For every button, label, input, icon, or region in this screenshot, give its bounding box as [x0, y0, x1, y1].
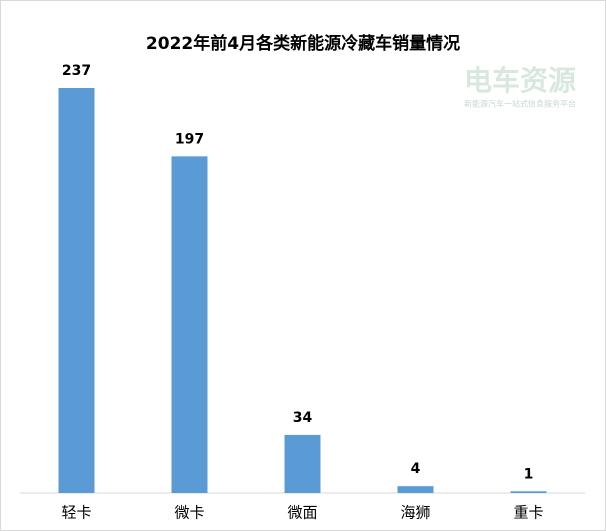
data-label: 34 [293, 410, 313, 426]
data-label: 237 [62, 63, 91, 79]
chart-title: 2022年前4月各类新能源冷藏车销量情况 [146, 33, 460, 54]
x-tick-label: 轻卡 [61, 504, 91, 522]
bar [58, 88, 95, 493]
watermark-subtitle: 新能源汽车一站式信息服务平台 [464, 99, 576, 109]
bar [284, 434, 321, 493]
data-label: 4 [411, 461, 421, 477]
data-label: 1 [524, 466, 534, 482]
x-tick-label: 微面 [287, 504, 317, 522]
x-tick-label: 海狮 [400, 504, 430, 522]
bar [397, 486, 434, 493]
x-tick-label: 微卡 [174, 504, 204, 522]
bar [510, 491, 547, 493]
watermark-title: 电车资源 [464, 64, 576, 97]
x-tick-label: 重卡 [513, 504, 543, 522]
data-label: 197 [175, 131, 204, 147]
bar [171, 156, 208, 493]
